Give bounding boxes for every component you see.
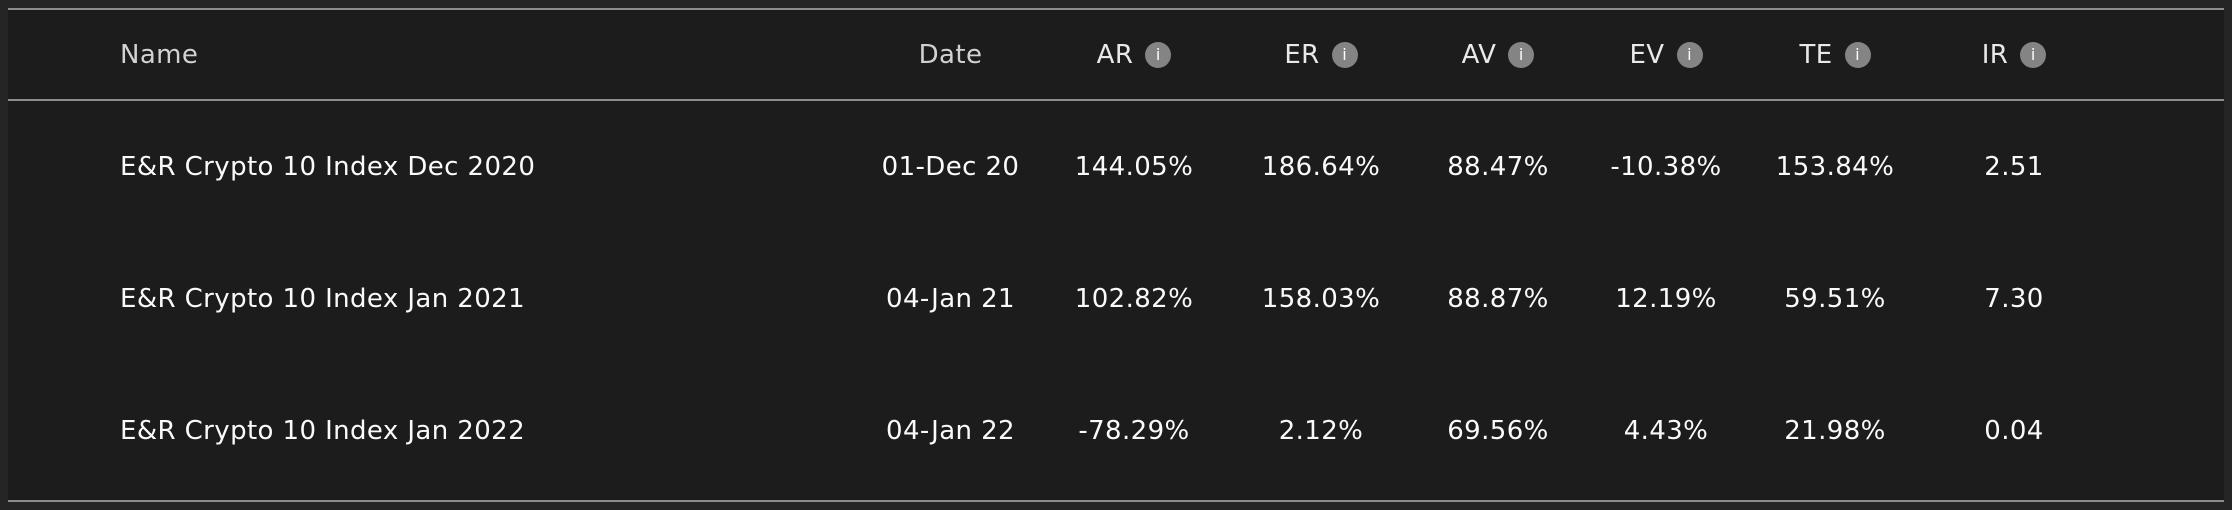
column-header-date: Date: [863, 40, 1038, 70]
table-row: E&R Crypto 10 Index Jan 2022 04-Jan 22 -…: [8, 365, 2224, 497]
cell-date: 04-Jan 21: [886, 284, 1015, 314]
cell-er: 158.03%: [1261, 284, 1381, 314]
cell-ir: 0.04: [1984, 416, 2044, 446]
cell-av: 69.56%: [1447, 416, 1549, 446]
table-header-row: Name Date AR i ER i AV i EV i: [8, 10, 2224, 101]
column-header-er: ER i: [1230, 40, 1412, 70]
cell-te: 153.84%: [1775, 152, 1895, 182]
column-header-av-label: AV: [1461, 39, 1497, 70]
cell-name: E&R Crypto 10 Index Jan 2022: [120, 416, 526, 446]
column-header-te: TE i: [1748, 40, 1922, 70]
column-header-ar: AR i: [1038, 40, 1230, 70]
cell-name: E&R Crypto 10 Index Dec 2020: [120, 152, 536, 182]
cell-ev: 12.19%: [1615, 284, 1717, 314]
table-body: E&R Crypto 10 Index Dec 2020 01-Dec 20 1…: [8, 101, 2224, 497]
cell-av: 88.87%: [1447, 284, 1549, 314]
cell-date: 01-Dec 20: [881, 152, 1020, 182]
column-header-ar-label: AR: [1096, 39, 1134, 70]
info-icon[interactable]: i: [2020, 41, 2047, 68]
cell-ar: 102.82%: [1074, 284, 1194, 314]
cell-ar: -78.29%: [1078, 416, 1190, 446]
cell-ar: 144.05%: [1074, 152, 1194, 182]
table-row: E&R Crypto 10 Index Dec 2020 01-Dec 20 1…: [8, 101, 2224, 233]
column-header-te-label: TE: [1799, 39, 1833, 70]
info-icon[interactable]: i: [1145, 41, 1172, 68]
cell-ir: 2.51: [1984, 152, 2044, 182]
column-header-er-label: ER: [1284, 39, 1320, 70]
info-icon[interactable]: i: [1844, 41, 1871, 68]
table-row: E&R Crypto 10 Index Jan 2021 04-Jan 21 1…: [8, 233, 2224, 365]
cell-er: 2.12%: [1278, 416, 1364, 446]
column-header-name-label: Name: [120, 39, 199, 70]
cell-te: 21.98%: [1784, 416, 1886, 446]
performance-table: Name Date AR i ER i AV i EV i: [8, 8, 2224, 502]
column-header-date-label: Date: [918, 39, 983, 70]
cell-ir: 7.30: [1984, 284, 2044, 314]
cell-er: 186.64%: [1261, 152, 1381, 182]
info-icon[interactable]: i: [1331, 41, 1358, 68]
column-header-ev: EV i: [1584, 40, 1748, 70]
cell-name: E&R Crypto 10 Index Jan 2021: [120, 284, 526, 314]
cell-ev: 4.43%: [1623, 416, 1709, 446]
cell-ev: -10.38%: [1610, 152, 1722, 182]
cell-av: 88.47%: [1447, 152, 1549, 182]
column-header-ev-label: EV: [1629, 39, 1665, 70]
column-header-av: AV i: [1412, 40, 1584, 70]
column-header-ir-label: IR: [1981, 39, 2009, 70]
cell-te: 59.51%: [1784, 284, 1886, 314]
info-icon[interactable]: i: [1676, 41, 1703, 68]
cell-date: 04-Jan 22: [886, 416, 1015, 446]
column-header-name: Name: [120, 40, 863, 70]
column-header-ir: IR i: [1922, 40, 2106, 70]
info-icon[interactable]: i: [1508, 41, 1535, 68]
